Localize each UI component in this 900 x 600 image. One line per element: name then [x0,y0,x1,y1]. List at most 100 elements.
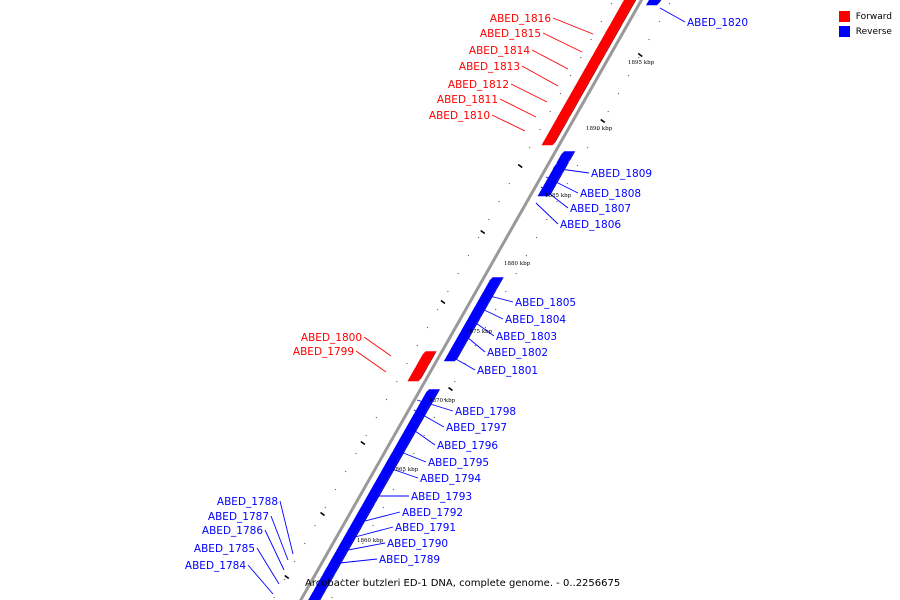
gene-label[interactable]: ABED_1801 [477,365,538,377]
gene-block[interactable] [592,23,624,56]
gene-block[interactable] [549,162,570,176]
gene-label[interactable]: ABED_1788 [217,496,278,508]
scale-tick [341,578,344,581]
gene-label[interactable]: ABED_1812 [448,79,509,91]
scale-tick [314,524,316,527]
label-leader-lines [247,7,686,595]
gene-block[interactable] [407,365,429,382]
leader-line [475,305,504,320]
gene-label[interactable]: ABED_1804 [505,314,566,326]
gene-label[interactable]: ABED_1797 [446,422,507,434]
gene-label[interactable]: ABED_1792 [402,507,463,519]
gene-label[interactable]: ABED_1786 [202,525,263,537]
gene-label[interactable]: ABED_1806 [560,219,621,231]
scale-tick [597,128,599,131]
kbp-label: 1895 kbp [628,60,655,66]
kbp-label: 1860 kbp [357,538,384,544]
gene-block[interactable] [303,595,324,600]
scale-tick [607,110,609,113]
scale-tick [293,560,296,563]
scale-tick [556,200,558,203]
gene-block[interactable] [646,0,666,6]
gene-label[interactable]: ABED_1809 [591,168,652,180]
gene-label[interactable]: ABED_1800 [301,332,362,344]
leader-line [552,167,590,174]
gene-label[interactable]: ABED_1793 [411,491,472,503]
leader-line [407,425,436,446]
gene-block[interactable] [392,431,417,452]
leader-line [388,467,419,479]
scale-ticks [273,2,671,599]
scale-tick [508,182,510,185]
gene-label[interactable]: ABED_1794 [420,473,481,485]
gene-block[interactable] [327,549,350,566]
leader-line [542,32,583,53]
gene-block[interactable] [556,151,576,164]
scale-tick [406,362,408,365]
legend-label-forward: Forward [855,11,892,22]
gene-label[interactable]: ABED_1807 [570,203,631,215]
gene-label[interactable]: ABED_1796 [437,440,498,452]
leader-line [279,500,294,555]
gene-block[interactable] [541,117,570,146]
gene-block[interactable] [380,449,407,474]
gene-label[interactable]: ABED_1798 [455,406,516,418]
gene-label[interactable]: ABED_1805 [515,297,576,309]
gene-label[interactable]: ABED_1811 [437,94,498,106]
gene-block[interactable] [335,537,357,552]
kbp-label: 1875 kbp [466,329,493,335]
gene-block[interactable] [566,81,591,102]
scale-tick [648,38,650,41]
scale-tick [576,164,579,167]
leader-line [481,293,514,303]
gene-block[interactable] [543,173,563,187]
gene-label[interactable]: ABED_1784 [185,560,246,572]
gene-block[interactable] [467,303,489,320]
major-tick [480,229,486,235]
gene-features [303,0,666,600]
gene-label[interactable]: ABED_1816 [490,13,551,25]
scale-tick [324,506,326,509]
scale-tick [413,452,415,455]
scale-tick [600,20,603,23]
gene-block[interactable] [609,0,640,26]
leader-line [355,350,387,373]
gene-block[interactable] [475,289,497,306]
gene-label[interactable]: ABED_1820 [687,17,748,29]
gene-block[interactable] [362,471,394,506]
gene-block[interactable] [421,389,441,402]
gene-block[interactable] [483,277,504,292]
gene-block[interactable] [342,525,363,540]
genome-caption: Arcobacter butzleri ED-1 DNA, complete g… [305,578,621,589]
gene-block[interactable] [443,330,474,362]
gene-label[interactable]: ABED_1789 [379,554,440,566]
gene-block[interactable] [414,399,435,414]
gene-label[interactable]: ABED_1814 [469,45,530,57]
gene-block[interactable] [415,351,437,368]
leader-line [531,49,569,70]
gene-label[interactable]: ABED_1785 [194,543,255,555]
gene-label[interactable]: ABED_1791 [395,522,456,534]
gene-label[interactable]: ABED_1815 [480,28,541,40]
gene-block[interactable] [576,65,600,84]
scale-tick [586,146,589,149]
gene-label[interactable]: ABED_1803 [496,331,557,343]
gene-label[interactable]: ABED_1799 [293,346,354,358]
gene-block[interactable] [556,99,580,120]
scale-tick [627,74,630,77]
scale-tick [467,254,470,257]
gene-label[interactable]: ABED_1802 [487,347,548,359]
gene-block[interactable] [585,53,606,68]
gene-label[interactable]: ABED_1795 [428,457,489,469]
gene-label[interactable]: ABED_1813 [459,61,520,73]
scale-tick [402,470,405,473]
gene-block[interactable] [322,563,342,576]
leader-line [264,529,285,571]
leader-line [552,17,594,35]
major-tick [320,511,326,517]
gene-label[interactable]: ABED_1787 [208,511,269,523]
gene-label[interactable]: ABED_1808 [580,188,641,200]
gene-label[interactable]: ABED_1810 [429,110,490,122]
gene-label[interactable]: ABED_1790 [387,538,448,550]
